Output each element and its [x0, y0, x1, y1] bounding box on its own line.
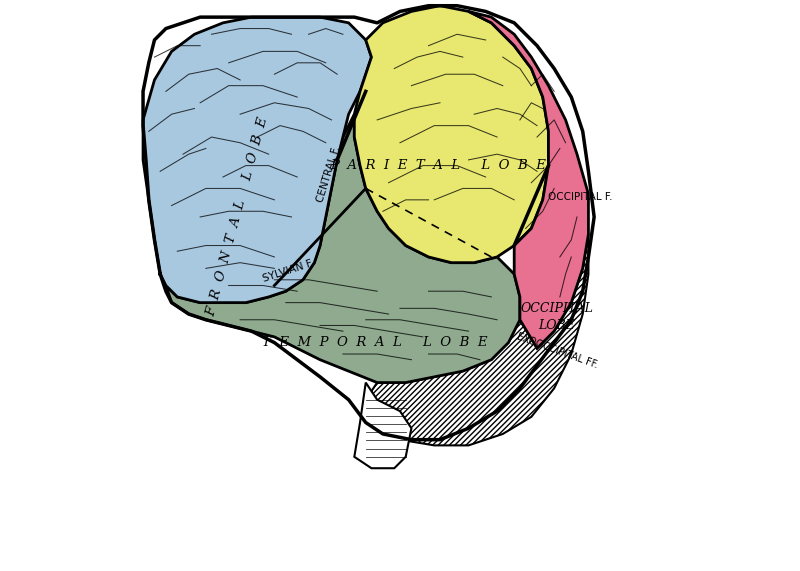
Polygon shape	[366, 234, 589, 445]
Polygon shape	[143, 17, 371, 303]
Text: T  E  M  P  O  R  A  L     L  O  B  E: T E M P O R A L L O B E	[262, 336, 487, 349]
Polygon shape	[469, 11, 589, 348]
Text: F  R  O  N  T  A  L     L  O  B  E: F R O N T A L L O B E	[204, 116, 270, 318]
Text: CENTRAL F.: CENTRAL F.	[315, 145, 342, 203]
Text: EXOOCCIPITAL FF.: EXOOCCIPITAL FF.	[515, 332, 599, 371]
Text: OCCIPITAL
LOBE: OCCIPITAL LOBE	[521, 302, 594, 332]
Text: SYLVIAN F.: SYLVIAN F.	[262, 258, 315, 284]
Polygon shape	[166, 114, 520, 383]
Text: P  A  R  I  E  T  A  L     L  O  B  E: P A R I E T A L L O B E	[330, 159, 546, 172]
Text: OCCIPITAL F.: OCCIPITAL F.	[548, 192, 612, 202]
Polygon shape	[354, 383, 411, 468]
Polygon shape	[354, 6, 549, 263]
